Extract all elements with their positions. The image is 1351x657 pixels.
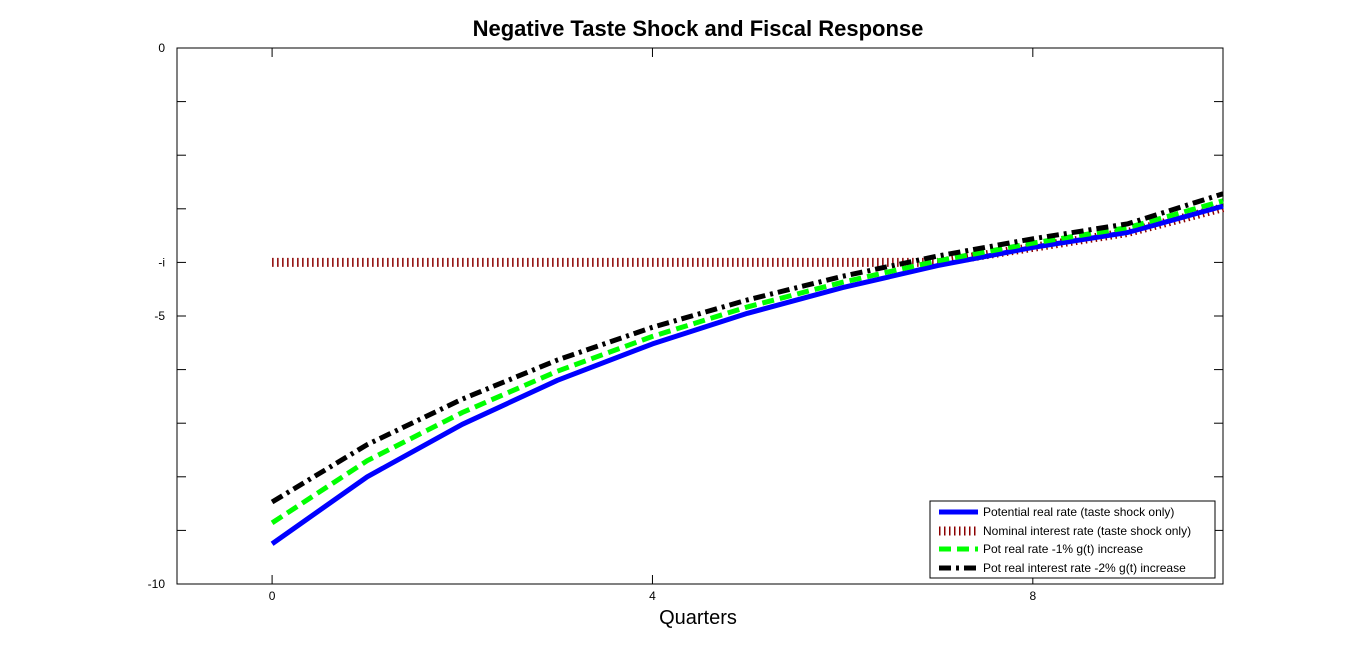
- chart-title: Negative Taste Shock and Fiscal Response: [473, 16, 924, 41]
- y-tick-label: 0: [158, 41, 165, 55]
- series-line-4: [270, 191, 1224, 505]
- series-lines: [270, 191, 1225, 546]
- y-tick-label: -5: [154, 309, 165, 323]
- series-line-2: [272, 203, 1225, 267]
- legend: Potential real rate (taste shock only) No…: [929, 500, 1216, 579]
- legend-label: Pot real rate -1% g(t) increase: [983, 542, 1143, 556]
- series-line-1: [270, 203, 1224, 546]
- legend-label: Pot real interest rate -2% g(t) increase: [983, 561, 1186, 575]
- x-tick-label: 0: [269, 589, 276, 603]
- series-line-3: [270, 198, 1224, 525]
- x-tick-label: 8: [1029, 589, 1036, 603]
- legend-label: Nominal interest rate (taste shock only): [983, 524, 1191, 538]
- x-axis-label: Quarters: [659, 607, 737, 629]
- x-tick-label: 4: [649, 589, 656, 603]
- y-tick-label: -i: [158, 255, 165, 269]
- y-tick-label: -10: [148, 577, 166, 591]
- legend-label: Potential real rate (taste shock only): [983, 505, 1174, 519]
